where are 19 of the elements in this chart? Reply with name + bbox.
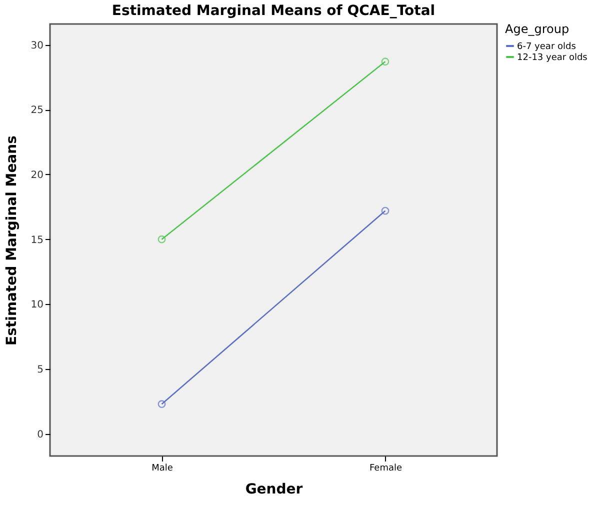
y-tick-label: 20 [30, 170, 44, 181]
y-tick-label: 5 [37, 364, 44, 376]
x-tick-label: Male [152, 464, 174, 474]
point [381, 58, 390, 66]
legend-label: 12-13 year olds [517, 53, 588, 63]
point [381, 206, 390, 215]
point [158, 400, 166, 408]
legend-title: Age_group [505, 22, 570, 36]
y-tick-label: 10 [30, 300, 44, 311]
chart-title: Estimated Marginal Means of QCAE_Total [112, 3, 436, 19]
y-tick-label: 25 [30, 105, 44, 116]
point [158, 235, 166, 244]
x-tick-label: Female [369, 464, 402, 474]
x-axis-title: Gender [245, 482, 303, 498]
y-tick-label: 30 [30, 40, 44, 52]
y-tick-label: 15 [30, 234, 44, 246]
y-axis-title: Estimated Marginal Means [4, 136, 20, 346]
y-tick-label: 0 [37, 429, 44, 440]
legend-label: 6-7 year olds [517, 42, 576, 52]
